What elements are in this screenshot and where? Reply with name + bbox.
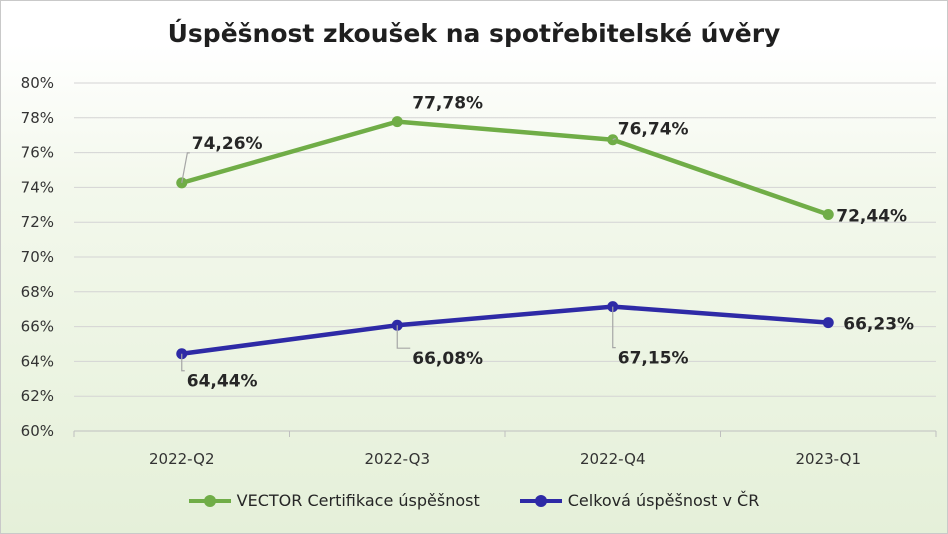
x-tick-label: 2022-Q2: [149, 450, 215, 468]
legend-label-cr: Celková úspěšnost v ČR: [567, 491, 760, 510]
data-label-0-2: 76,74%: [618, 120, 689, 140]
y-tick-label: 66%: [21, 318, 54, 336]
data-label-1-2: 67,15%: [618, 349, 689, 369]
series-line-0: [179, 119, 831, 217]
data-point-1-3: [822, 317, 834, 329]
legend-item-vector[interactable]: VECTOR Certifikace úspěšnost: [188, 491, 480, 510]
y-tick-label: 76%: [21, 144, 54, 162]
chart-legend: VECTOR Certifikace úspěšnost Celková úsp…: [1, 491, 947, 510]
leader-line: [612, 138, 616, 141]
data-point-0-1: [391, 116, 403, 128]
x-tick-label: 2023-Q1: [796, 450, 862, 468]
data-label-1-3: 66,23%: [843, 315, 914, 335]
leader-line: [181, 353, 185, 372]
y-tick-label: 60%: [21, 422, 54, 440]
y-tick-label: 80%: [21, 74, 54, 92]
legend-swatch-vector-icon: [188, 494, 231, 507]
data-point-0-3: [822, 209, 834, 221]
y-tick-label: 64%: [21, 352, 54, 370]
chart-title: Úspěšnost zkoušek na spotřebitelské úvěr…: [167, 19, 781, 48]
y-tick-label: 74%: [21, 178, 54, 196]
data-label-1-1: 66,08%: [412, 349, 483, 369]
legend-item-cr[interactable]: Celková úspěšnost v ČR: [519, 491, 760, 510]
y-tick-label: 62%: [21, 387, 54, 405]
legend-swatch-cr-icon: [519, 494, 562, 507]
leader-line: [612, 306, 616, 349]
y-tick-label: 72%: [21, 213, 54, 231]
x-tick-label: 2022-Q3: [365, 450, 431, 468]
y-tick-label: 70%: [21, 248, 54, 266]
data-label-0-0: 74,26%: [192, 134, 263, 154]
data-label-0-3: 72,44%: [836, 207, 907, 227]
series-line-1: [179, 304, 831, 356]
data-label-1-0: 64,44%: [187, 372, 258, 392]
leader-line: [181, 152, 190, 183]
x-tick-label: 2022-Q4: [580, 450, 646, 468]
leader-line: [396, 325, 411, 349]
y-tick-label: 78%: [21, 109, 54, 127]
data-label-0-1: 77,78%: [412, 94, 483, 114]
legend-label-vector: VECTOR Certifikace úspěšnost: [236, 491, 480, 510]
y-tick-label: 68%: [21, 283, 54, 301]
